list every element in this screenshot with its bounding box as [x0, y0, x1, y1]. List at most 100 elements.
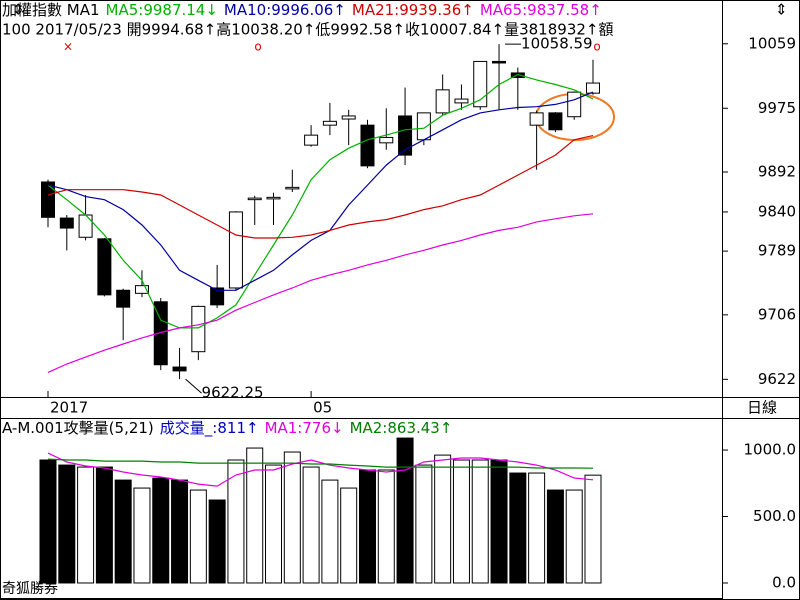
y-tick-label: 9892 [758, 163, 796, 181]
volume-bar [208, 499, 226, 584]
header-line: 加權指數 MA1 MA5:9987.14↓ MA10:9996.06↑ MA21:99… [2, 1, 602, 19]
signal-x: × [63, 40, 73, 54]
volume-bar [302, 466, 320, 584]
candle-body [78, 214, 93, 238]
candle-body [379, 136, 394, 144]
ma-line [47, 458, 594, 469]
volume-bar [133, 487, 151, 584]
volume-bar [283, 451, 301, 584]
volume-bar [471, 459, 489, 584]
volume-bar [546, 489, 564, 584]
candle-body [360, 124, 375, 167]
candle-body [266, 196, 281, 200]
volume-bar [114, 479, 132, 584]
candle-body [116, 289, 131, 308]
volume-bar [396, 437, 414, 584]
volume-header: A-M.001攻擊量(5,21) 成交量_:811↑ MA1:776↓ MA2:863… [2, 419, 452, 438]
legend-entry: MA65:9837.58↑ [480, 1, 602, 19]
volume-bar [152, 477, 170, 584]
x-tick-label: 05 [313, 399, 332, 417]
volume-bar [358, 469, 376, 584]
candle-body [454, 98, 469, 104]
candle-body [510, 72, 525, 79]
ma-line [47, 135, 594, 239]
volume-bar [340, 487, 358, 584]
y-tick-label: 9840 [758, 202, 796, 220]
header: 加權指數 MA1 MA5:9987.14↓ MA10:9996.06↑ MA21:99… [2, 1, 613, 39]
scroll-icon[interactable]: ⇕ [775, 1, 788, 19]
candle-body [191, 305, 206, 353]
candle-body [473, 60, 488, 108]
y-tick-label: 9789 [758, 242, 796, 260]
candle-body [59, 217, 74, 229]
volume-bar [58, 464, 76, 584]
volume-bar [452, 459, 470, 584]
legend-entry: MA5:9987.14↓ [106, 1, 218, 19]
volume-bar [265, 464, 283, 584]
volume-bar [77, 466, 95, 584]
footer: 奇狐勝券 [2, 580, 58, 597]
y-tick-label: 10059 [748, 34, 796, 52]
volume-bar [95, 466, 113, 584]
subtitle: 100 2017/05/23 開9994.68↑高10038.20↑低9992.… [2, 21, 613, 39]
volume-bar [227, 459, 245, 584]
volume-bar [434, 454, 452, 584]
candle-body [529, 112, 544, 126]
candle-body [172, 366, 187, 372]
candle-body [153, 301, 168, 366]
candle-body [341, 115, 356, 120]
candle-body [492, 60, 507, 64]
volume-bar [377, 469, 395, 584]
candle-body [398, 115, 413, 156]
signal-o: o [593, 40, 600, 54]
candle-body [210, 287, 225, 306]
legend-entry: 加權指數 MA1 [2, 1, 100, 19]
y-tick-label: 9975 [758, 99, 796, 117]
volume-bar [246, 447, 264, 584]
candle-body [247, 197, 262, 201]
ma-line [47, 452, 594, 487]
y-tick-label: 9622 [758, 370, 796, 388]
volume-bar [584, 474, 602, 584]
y-tick-label: 500.0 [753, 507, 796, 525]
volume-bar [565, 489, 583, 584]
candle-body [41, 181, 55, 218]
volume-bar [415, 464, 433, 584]
candle-body [228, 211, 243, 289]
y-tick-label: 1000.0 [744, 441, 797, 459]
candle-body [548, 112, 563, 131]
legend-entry: MA21:9939.36↑ [352, 1, 474, 19]
y-tick-label: 9706 [758, 305, 796, 323]
volume-bar [509, 472, 527, 584]
volume-bar [490, 459, 508, 584]
legend-entry: MA10:9996.06↑ [224, 1, 346, 19]
y-tick-label: 0.0 [772, 573, 796, 591]
period-label: 日線 [747, 399, 777, 417]
volume-bar [528, 472, 546, 584]
scroll-icon[interactable]: ⇕ [12, 1, 25, 19]
candle-body [416, 112, 431, 141]
candle-body [586, 82, 600, 94]
legend-entry: MA2:863.43↑ [350, 419, 453, 437]
candle-body [322, 120, 337, 126]
candle-body [567, 91, 582, 118]
x-tick-label: 2017 [50, 399, 88, 417]
volume-bar [189, 489, 207, 584]
annotation-leader [185, 378, 202, 394]
annotation: 10058.59 [521, 35, 593, 53]
legend-entry: A-M.001攻擊量(5,21) [2, 419, 154, 437]
volume-bar [321, 479, 339, 584]
candle-body [435, 89, 450, 114]
ma-line [47, 213, 594, 373]
candle-body [285, 186, 300, 190]
ma-line [47, 73, 594, 329]
candle-body [134, 285, 149, 294]
volume-bar [171, 479, 189, 584]
annotation: 9622.25 [202, 384, 264, 402]
ma-line [47, 91, 594, 291]
candle-body [97, 238, 112, 296]
candle-body [304, 134, 319, 146]
legend-entry: 成交量_:811↑ [160, 419, 259, 438]
volume-bar [39, 459, 57, 584]
